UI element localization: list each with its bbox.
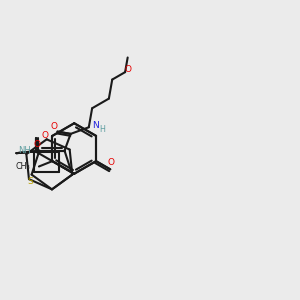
Text: O: O — [34, 140, 40, 148]
Text: O: O — [50, 122, 57, 131]
Text: H: H — [99, 125, 105, 134]
Text: O: O — [107, 158, 114, 167]
Text: O: O — [42, 131, 49, 140]
Text: S: S — [27, 177, 33, 186]
Text: O: O — [124, 65, 132, 74]
Text: NH: NH — [18, 146, 31, 155]
Text: N: N — [92, 121, 99, 130]
Text: CH₃: CH₃ — [16, 162, 31, 171]
